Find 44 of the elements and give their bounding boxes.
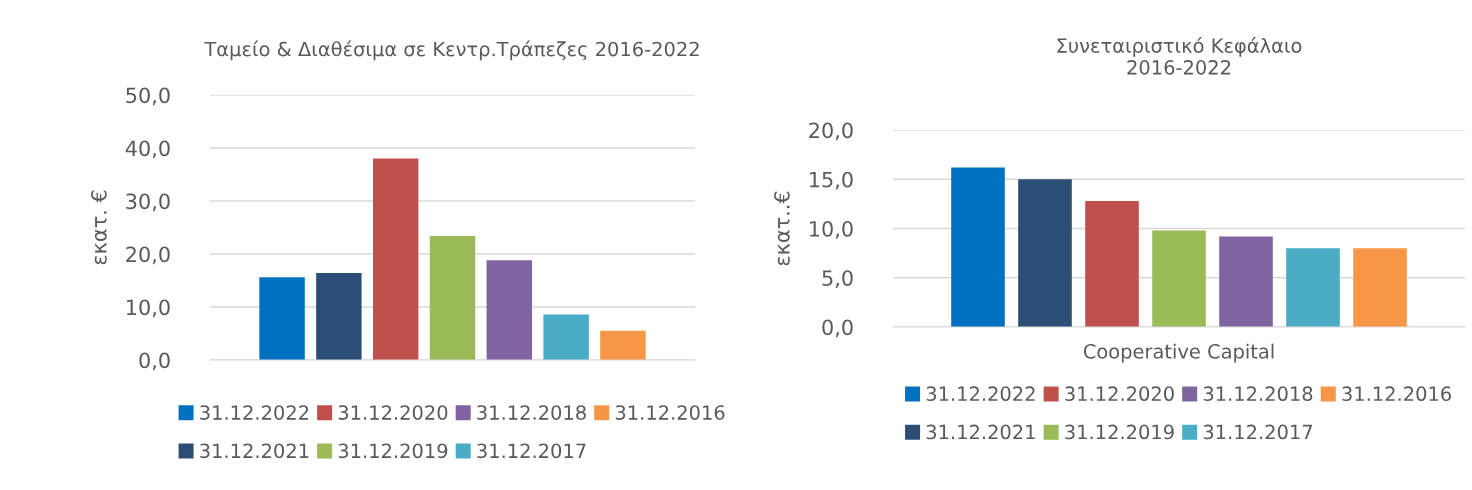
legend-label: 31.12.2018 [477, 405, 586, 420]
legend-label: 31.12.2016 [1342, 386, 1451, 402]
legend-label: 31.12.2021 [926, 424, 1035, 440]
y-axis-title: εκατ. € [91, 190, 107, 265]
chart-title: Ταμείο & Διαθέσιμα σε Κεντρ.Τράπεζες 2016-2022 [204, 40, 699, 61]
bar [1152, 230, 1206, 327]
bar [1219, 236, 1273, 327]
legend-label: 31.12.2020 [1065, 386, 1174, 402]
y-tick-label: 0,0 [139, 352, 170, 371]
bar [951, 167, 1005, 327]
y-tick-label: 50,0 [126, 87, 170, 106]
legend-label: 31.12.2017 [1203, 424, 1312, 440]
legend-label: 31.12.2017 [477, 443, 586, 459]
legend-label: 31.12.2016 [615, 405, 725, 420]
y-tick-label: 5,0 [822, 270, 853, 289]
y-tick-label: 15,0 [810, 171, 853, 190]
legend-label: 31.12.2022 [926, 386, 1035, 402]
y-axis-title: εκατ..€ [774, 191, 790, 266]
y-tick-label: 40,0 [125, 140, 170, 159]
legend-label: 31.12.2021 [200, 443, 309, 459]
y-tick-label: 20,0 [126, 246, 170, 265]
legend-label: 31.12.2019 [1065, 424, 1174, 440]
bar [429, 235, 476, 360]
bar [1085, 200, 1139, 327]
y-tick-label: 10,0 [127, 299, 170, 318]
bar [600, 330, 646, 360]
legend-label: 31.12.2019 [338, 443, 448, 459]
y-tick-label: 30,0 [126, 193, 170, 212]
bar [1018, 179, 1072, 327]
bar [1286, 248, 1340, 327]
legend-label: 31.12.2020 [338, 405, 448, 420]
chart-title: Συνεταιριστικό Κεφάλαιο 2016-2022 [1057, 37, 1302, 75]
y-tick-label: 0,0 [822, 319, 853, 338]
bar [372, 158, 419, 360]
bar [486, 260, 533, 360]
y-tick-label: 10,0 [810, 220, 853, 239]
bar [1353, 248, 1407, 327]
bar [543, 314, 589, 360]
bar [259, 277, 305, 360]
legend-label: 31.12.2018 [1203, 386, 1313, 402]
x-tick-label: Cooperative Capital [1083, 343, 1274, 363]
y-tick-label: 20,0 [809, 122, 853, 141]
bar [316, 273, 362, 360]
legend-label: 31.12.2022 [200, 405, 309, 420]
